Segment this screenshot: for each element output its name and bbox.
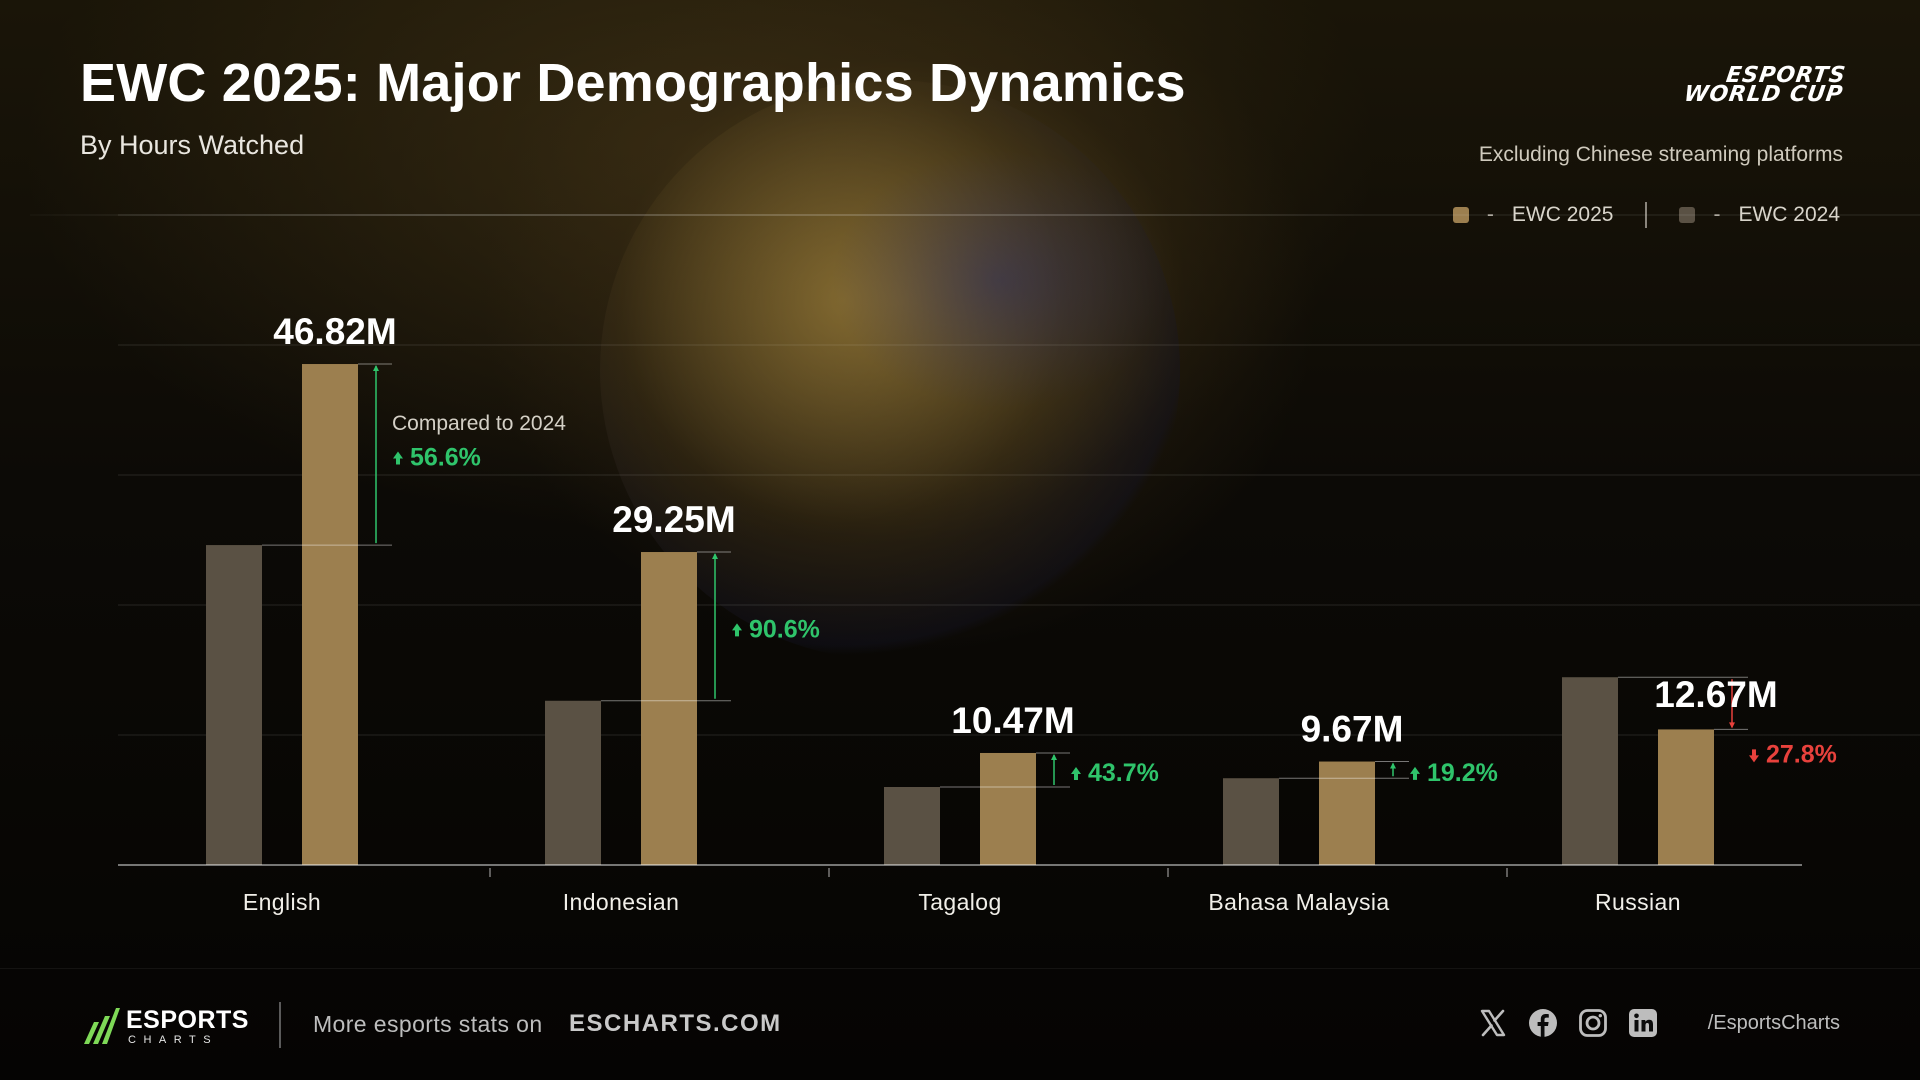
- change-arrow-head: [373, 365, 379, 372]
- change-arrow-head: [1729, 722, 1735, 729]
- category-label-0: English: [243, 889, 321, 915]
- change-arrow-head: [1390, 762, 1396, 769]
- change-arrow-head: [712, 553, 718, 560]
- legend-swatch-2025: [1452, 207, 1469, 223]
- change-percent: 56.6%: [410, 444, 481, 472]
- value-label-3: 9.67M: [1301, 709, 1404, 750]
- arrow-up-icon: [732, 623, 742, 637]
- change-badge-2: 43.7%: [1071, 759, 1159, 787]
- legend-dash: -: [1713, 203, 1720, 227]
- chart-title: EWC 2025: Major Demographics Dynamics: [80, 53, 1186, 113]
- chart-subtitle: By Hours Watched: [80, 130, 305, 160]
- logo-word: ESPORTS: [126, 1006, 249, 1034]
- bar-2025-4: [1658, 729, 1714, 865]
- legend-swatch-2024: [1679, 207, 1696, 223]
- footer-more-text: More esports stats on: [313, 1011, 543, 1037]
- change-percent: 19.2%: [1427, 759, 1498, 787]
- change-percent: 27.8%: [1766, 740, 1837, 768]
- linkedin-icon[interactable]: [1628, 1008, 1658, 1038]
- comparison-annotation: Compared to 2024: [392, 412, 566, 435]
- facebook-icon[interactable]: [1528, 1008, 1558, 1038]
- esports-charts-logo[interactable]: ESPORTS CHARTS: [80, 1000, 250, 1050]
- x-icon[interactable]: [1478, 1008, 1508, 1038]
- change-percent: 90.6%: [749, 615, 820, 643]
- value-label-4: 12.67M: [1654, 674, 1777, 715]
- arrow-up-icon: [1410, 766, 1420, 780]
- change-badge-4: 27.8%: [1749, 740, 1837, 768]
- bar-2024-1: [545, 700, 601, 865]
- bar-2025-3: [1319, 761, 1375, 865]
- footer-divider-line: [0, 968, 1920, 969]
- bar-2024-2: [884, 786, 940, 865]
- legend: - EWC 2025 - EWC 2024: [1452, 200, 1840, 230]
- esports-charts-mark-icon: [84, 1008, 120, 1044]
- bar-2024-4: [1562, 677, 1618, 865]
- instagram-icon[interactable]: [1578, 1008, 1608, 1038]
- legend-label-2024: EWC 2024: [1738, 203, 1840, 226]
- legend-label-2025: EWC 2025: [1511, 203, 1614, 226]
- category-label-3: Bahasa Malaysia: [1208, 889, 1389, 915]
- value-label-1: 29.25M: [612, 499, 735, 540]
- change-arrow-head: [1051, 753, 1057, 760]
- value-label-0: 46.82M: [273, 311, 396, 352]
- change-badge-3: 19.2%: [1410, 759, 1498, 787]
- footer-divider: [279, 1002, 281, 1048]
- category-label-1: Indonesian: [563, 889, 680, 915]
- category-label-2: Tagalog: [918, 889, 1001, 915]
- category-label-4: Russian: [1595, 889, 1681, 915]
- arrow-up-icon: [393, 451, 403, 465]
- logo-subword: CHARTS: [128, 1034, 219, 1046]
- header-divider: [30, 214, 1370, 216]
- legend-separator: [1645, 202, 1648, 228]
- legend-dash: -: [1487, 203, 1494, 227]
- footer-site-link[interactable]: ESCHARTS.COM: [569, 1010, 782, 1037]
- social-handle: /EsportsCharts: [1707, 1012, 1840, 1034]
- change-percent: 43.7%: [1088, 759, 1159, 787]
- bar-2025-0: [302, 364, 358, 865]
- globe-ocean-shade: [830, 150, 1170, 410]
- bar-2024-0: [206, 545, 262, 865]
- arrow-up-icon: [1071, 766, 1081, 780]
- bar-2024-3: [1223, 778, 1279, 865]
- change-badge-0: 56.6%: [393, 444, 481, 472]
- change-badge-1: 90.6%: [732, 615, 820, 643]
- value-label-2: 10.47M: [951, 700, 1074, 741]
- data-note: Excluding Chinese streaming platforms: [1478, 143, 1843, 166]
- arrow-down-icon: [1749, 749, 1759, 763]
- bar-2025-2: [980, 752, 1036, 865]
- bar-2025-1: [641, 552, 697, 865]
